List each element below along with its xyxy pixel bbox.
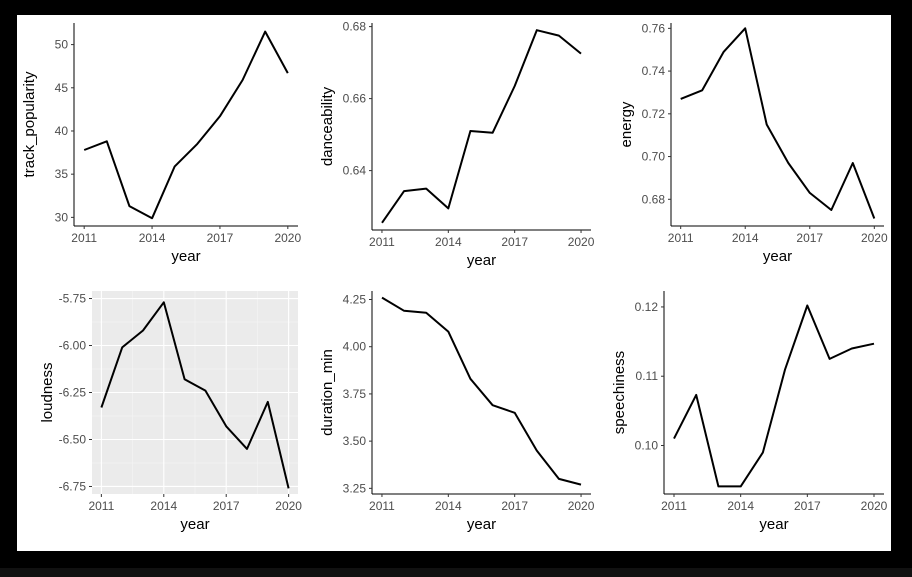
y-tick-label: -6.75 bbox=[59, 479, 87, 493]
y-tick-label: 0.74 bbox=[642, 64, 666, 78]
y-tick-label: 0.68 bbox=[343, 20, 367, 34]
y-tick-label: 0.72 bbox=[642, 107, 666, 121]
y-axis-title: speechiness bbox=[611, 351, 628, 434]
y-tick-label: 3.50 bbox=[343, 434, 367, 448]
x-tick-label: 2017 bbox=[501, 499, 528, 513]
y-tick-label: 30 bbox=[55, 210, 69, 224]
y-tick-label: 0.76 bbox=[642, 21, 666, 35]
y-tick-label: -6.25 bbox=[59, 386, 87, 400]
x-tick-label: 2020 bbox=[861, 231, 888, 245]
chart-panel-track_popularity: 30 35 40 45 50 2011 2014 2017 2020 year track_popu… bbox=[21, 23, 301, 265]
x-axis-title: year bbox=[180, 516, 209, 533]
series-line bbox=[100, 301, 290, 489]
series-line bbox=[673, 304, 875, 488]
x-tick-label: 2011 bbox=[369, 235, 395, 249]
y-tick-label: 0.10 bbox=[635, 439, 659, 453]
y-tick-label: 3.25 bbox=[343, 481, 367, 495]
y-tick-label: 4.00 bbox=[343, 340, 367, 354]
x-tick-label: 2011 bbox=[369, 499, 395, 513]
x-tick-label: 2017 bbox=[794, 499, 821, 513]
x-tick-label: 2014 bbox=[435, 235, 462, 249]
x-tick-label: 2020 bbox=[861, 499, 888, 513]
y-tick-label: 35 bbox=[55, 167, 69, 181]
x-tick-label: 2014 bbox=[435, 499, 462, 513]
y-tick-label: 0.70 bbox=[642, 150, 666, 164]
y-axis-title: duration_min bbox=[319, 349, 336, 436]
y-tick-label: 0.64 bbox=[343, 164, 367, 178]
x-tick-label: 2020 bbox=[275, 499, 302, 513]
chart-panel-danceability: 0.64 0.66 0.68 2011 2014 2017 2020 year danceabi… bbox=[319, 20, 595, 269]
series-line bbox=[381, 29, 582, 224]
y-tick-label: -6.00 bbox=[59, 339, 87, 353]
y-tick-label: 40 bbox=[55, 124, 69, 138]
x-tick-label: 2017 bbox=[796, 231, 823, 245]
y-axis-title: track_popularity bbox=[21, 71, 38, 177]
plot-canvas: 30 35 40 45 50 2011 2014 2017 2020 year track_popu… bbox=[17, 15, 891, 551]
bottom-strip bbox=[0, 568, 912, 577]
x-tick-label: 2020 bbox=[568, 499, 595, 513]
series-line bbox=[680, 27, 876, 219]
chart-panel-loudness: -6.75 -6.50 -6.25 -6.00 -5.75 2011 2014 2017 202… bbox=[39, 291, 302, 533]
x-tick-label: 2017 bbox=[213, 499, 240, 513]
y-tick-label: 3.75 bbox=[343, 387, 367, 401]
chart-panel-speechiness: 0.10 0.11 0.12 2011 2014 2017 2020 year speechin… bbox=[611, 291, 888, 533]
x-tick-label: 2011 bbox=[88, 499, 114, 513]
y-axis-title: danceability bbox=[319, 86, 336, 166]
chart-panel-energy: 0.68 0.70 0.72 0.74 0.76 2011 2014 2017 2020 year… bbox=[618, 21, 888, 265]
x-tick-label: 2020 bbox=[568, 235, 595, 249]
x-tick-label: 2020 bbox=[274, 231, 301, 245]
x-tick-label: 2014 bbox=[139, 231, 166, 245]
x-tick-label: 2017 bbox=[501, 235, 528, 249]
x-tick-label: 2014 bbox=[727, 499, 754, 513]
y-tick-label: -6.50 bbox=[59, 432, 87, 446]
x-axis-title: year bbox=[759, 516, 788, 533]
x-tick-label: 2011 bbox=[661, 499, 687, 513]
y-tick-label: 4.25 bbox=[343, 292, 367, 306]
plot-grid: 30 35 40 45 50 2011 2014 2017 2020 year track_popu… bbox=[21, 20, 888, 533]
y-tick-label: 0.66 bbox=[343, 92, 367, 106]
y-tick-label: 0.12 bbox=[635, 300, 659, 314]
x-tick-label: 2017 bbox=[207, 231, 234, 245]
y-tick-label: -5.75 bbox=[59, 292, 87, 306]
x-tick-label: 2011 bbox=[668, 231, 694, 245]
x-axis-title: year bbox=[763, 248, 792, 265]
x-tick-label: 2011 bbox=[71, 231, 97, 245]
y-tick-label: 0.11 bbox=[636, 369, 659, 383]
series-line bbox=[381, 296, 582, 486]
x-axis-title: year bbox=[171, 248, 200, 265]
y-axis-title: loudness bbox=[39, 362, 56, 422]
y-tick-label: 0.68 bbox=[642, 192, 666, 206]
y-tick-label: 50 bbox=[55, 38, 69, 52]
y-tick-label: 45 bbox=[55, 81, 69, 95]
x-axis-title: year bbox=[467, 252, 496, 269]
y-axis-title: energy bbox=[618, 101, 635, 147]
x-axis-title: year bbox=[467, 516, 496, 533]
x-tick-label: 2014 bbox=[150, 499, 177, 513]
chart-panel-duration_min: 3.25 3.50 3.75 4.00 4.25 2011 2014 2017 2020 year… bbox=[319, 291, 595, 533]
series-line bbox=[83, 30, 289, 220]
x-tick-label: 2014 bbox=[732, 231, 759, 245]
